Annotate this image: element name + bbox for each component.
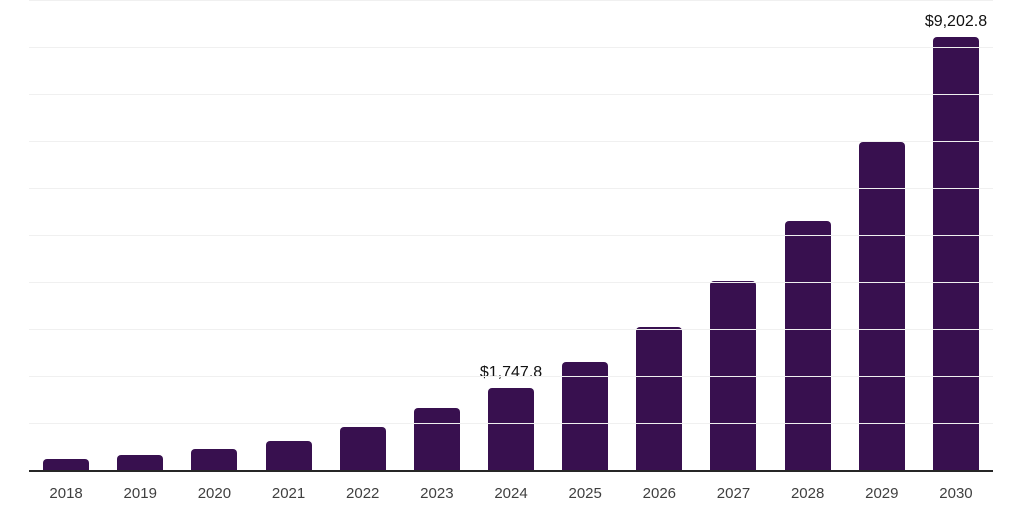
bar-2019[interactable] bbox=[117, 455, 164, 470]
plot-area: $1,747.8 $9,202.8 bbox=[29, 0, 993, 472]
gridline-4000 bbox=[29, 282, 993, 283]
x-tick-2024: 2024 bbox=[494, 485, 528, 502]
bar-slot-2022 bbox=[326, 0, 400, 470]
gridline-3000 bbox=[29, 329, 993, 330]
x-tick-2022: 2022 bbox=[346, 485, 380, 502]
bar-slot-2029 bbox=[845, 0, 919, 470]
bars-container: $1,747.8 $9,202.8 bbox=[29, 0, 993, 470]
bar-slot-2018 bbox=[29, 0, 103, 470]
x-axis: 2018 2019 2020 2021 2022 2023 2024 2025 2026 2027… bbox=[29, 485, 993, 502]
gridline-10000 bbox=[29, 0, 993, 1]
value-label-2030: $9,202.8 bbox=[924, 13, 988, 31]
x-tick-2028: 2028 bbox=[790, 485, 825, 502]
gridline-1000 bbox=[29, 423, 993, 424]
bar-2022[interactable] bbox=[339, 427, 386, 470]
bar-2021[interactable] bbox=[265, 441, 312, 470]
x-tick-2025: 2025 bbox=[568, 485, 602, 502]
bar-slot-2020 bbox=[177, 0, 251, 470]
bar-2030[interactable] bbox=[932, 37, 979, 470]
gridline-2000 bbox=[29, 376, 993, 377]
x-tick-2020: 2020 bbox=[197, 485, 232, 502]
bar-2029[interactable] bbox=[858, 142, 905, 470]
bar-slot-2019 bbox=[103, 0, 177, 470]
gridline-7000 bbox=[29, 141, 993, 142]
x-tick-2030: 2030 bbox=[939, 485, 973, 502]
x-tick-2019: 2019 bbox=[123, 485, 157, 502]
bar-2028[interactable] bbox=[784, 221, 831, 470]
bar-2024[interactable] bbox=[488, 387, 535, 470]
x-tick-2029: 2029 bbox=[865, 485, 899, 502]
bar-slot-2023 bbox=[400, 0, 474, 470]
bar-2025[interactable] bbox=[562, 361, 609, 470]
bar-2026[interactable] bbox=[636, 327, 683, 470]
bar-2020[interactable] bbox=[191, 448, 238, 470]
x-tick-2021: 2021 bbox=[271, 485, 306, 502]
bar-2023[interactable] bbox=[413, 408, 460, 470]
bar-slot-2027 bbox=[696, 0, 770, 470]
bar-2027[interactable] bbox=[710, 281, 757, 470]
x-tick-2018: 2018 bbox=[49, 485, 83, 502]
bar-slot-2026 bbox=[622, 0, 696, 470]
bar-slot-2028 bbox=[771, 0, 845, 470]
x-tick-2027: 2027 bbox=[716, 485, 751, 502]
gridline-8000 bbox=[29, 94, 993, 95]
bar-slot-2025 bbox=[548, 0, 622, 470]
gridline-5000 bbox=[29, 235, 993, 236]
bar-2018[interactable] bbox=[43, 458, 90, 470]
value-label-2024: $1,747.8 bbox=[479, 363, 543, 381]
x-tick-2026: 2026 bbox=[642, 485, 677, 502]
bar-slot-2030: $9,202.8 bbox=[919, 0, 993, 470]
bar-slot-2021 bbox=[251, 0, 325, 470]
gridline-9000 bbox=[29, 47, 993, 48]
gridline-6000 bbox=[29, 188, 993, 189]
x-tick-2023: 2023 bbox=[420, 485, 454, 502]
